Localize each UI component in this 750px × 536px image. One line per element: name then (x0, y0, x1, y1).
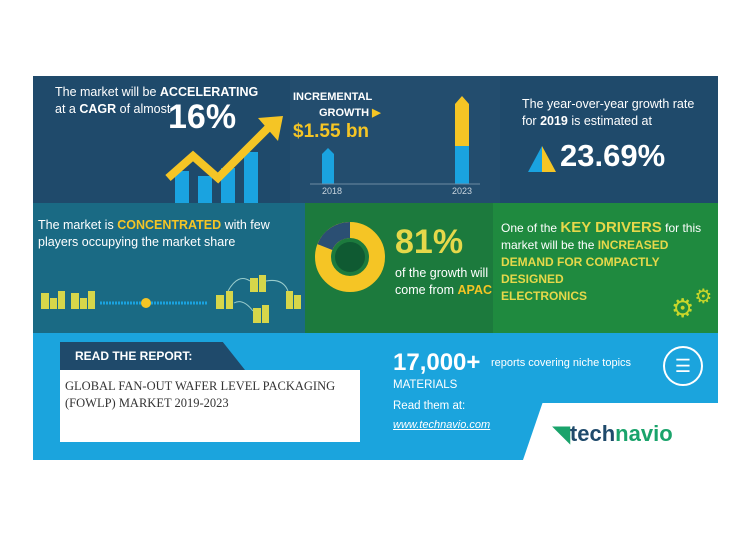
database-icon: ☰ (663, 346, 703, 386)
cagr-panel: The market will be ACCELERATING at a CAGR… (33, 76, 290, 203)
concentration-panel: The market is CONCENTRATED with few playe… (33, 203, 305, 333)
incremental-growth-panel: INCREMENTAL GROWTH ▶ $1.55 bn 2018 2023 (290, 76, 500, 203)
incremental-value: $1.55 bn (293, 121, 370, 142)
buildings-icon (41, 275, 301, 323)
growth-arrow-chart-icon (165, 116, 283, 203)
cagr-value: 16% (168, 98, 237, 136)
apac-panel: 81% of the growth will come from APAC (305, 203, 493, 333)
triangle-up-icon (528, 146, 556, 172)
technavio-link[interactable]: www.technavio.com (393, 419, 491, 431)
key-drivers-panel: One of the KEY DRIVERS for this market wi… (493, 203, 718, 333)
report-count: 17,000+ (393, 349, 481, 376)
report-title[interactable]: GLOBAL FAN-OUT WAFER LEVEL PACKAGING (FOW… (60, 370, 360, 442)
logo-area: ◥technavio (523, 403, 718, 460)
apac-value: 81% (395, 223, 464, 261)
gears-icon: ⚙⚙ (671, 286, 713, 323)
read-report-label: READ THE REPORT: (60, 342, 245, 370)
yoy-panel: The year-over-year growth rate for 2019 i… (500, 76, 718, 203)
yoy-value: 23.69% (560, 138, 666, 173)
report-panel: READ THE REPORT: GLOBAL FAN-OUT WAFER LE… (33, 333, 718, 460)
cagr-text: The market will be ACCELERATING at a CAGR… (55, 85, 259, 116)
bar-2018-2023-icon (310, 96, 480, 185)
technavio-logo: ◥technavio (553, 421, 673, 446)
donut-chart-icon (315, 222, 385, 292)
